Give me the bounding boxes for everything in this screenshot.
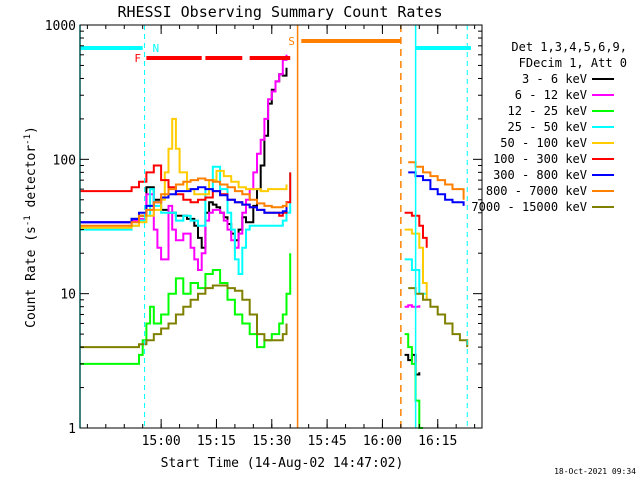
y-axis-label: Count Rate (s-1 detector-1) (23, 126, 39, 328)
series-6-line-b (408, 171, 465, 206)
series-7-line-b (408, 161, 465, 200)
legend-header-line-2: FDecim 1, Att 0 (519, 56, 627, 70)
x-tick-label-5: 16:15 (418, 434, 457, 449)
series-2-line-a (80, 253, 292, 365)
series-3-line-a (80, 165, 292, 275)
legend-label-1: 6 - 12 keV (515, 88, 587, 102)
y-tick-label-1: 10 (60, 288, 76, 303)
chart-title: RHESSI Observing Summary Count Rates (117, 3, 442, 21)
saa-label: S (288, 35, 295, 48)
legend-label-5: 100 - 300 keV (493, 152, 587, 166)
legend-label-4: 50 - 100 keV (500, 136, 587, 150)
series-2-line-b (404, 333, 423, 429)
flare-label: F (134, 52, 141, 65)
x-tick-label-2: 15:30 (252, 434, 291, 449)
legend-header-line-1: Det 1,3,4,5,6,9, (511, 40, 627, 54)
x-tick-label-3: 15:45 (308, 434, 347, 449)
series-4-line-b (404, 228, 428, 300)
series-5-line-b (404, 211, 428, 248)
legend-label-2: 12 - 25 keV (508, 104, 587, 118)
legend-label-8: 7000 - 15000 keV (471, 200, 587, 214)
series-8-line-b (408, 287, 469, 348)
legend-label-7: 800 - 7000 keV (486, 184, 587, 198)
x-tick-label-0: 15:00 (142, 434, 181, 449)
timestamp: 18-Oct-2021 09:34 (554, 467, 636, 476)
series-8-line-a (80, 284, 288, 349)
y-tick-label-2: 100 (53, 153, 76, 168)
x-axis-label: Start Time (14-Aug-02 14:47:02) (161, 456, 404, 471)
y-tick-label-0: 1 (68, 422, 76, 437)
legend-label-6: 300 - 800 keV (493, 168, 587, 182)
series-1-line-a (80, 54, 288, 271)
series-lines (80, 54, 469, 429)
y-tick-label-3: 1000 (45, 19, 76, 34)
axes: 15:00 15:15 15:30 15:45 16:00 16:15 1 10 100 1000 (45, 19, 482, 449)
x-tick-label-4: 16:00 (363, 434, 402, 449)
series-6-line-a (80, 186, 288, 224)
legend-label-3: 25 - 50 keV (508, 120, 587, 134)
x-tick-label-1: 15:15 (197, 434, 236, 449)
series-1-line-b (404, 304, 421, 308)
legend: 3 - 6 keV 6 - 12 keV 12 - 25 keV 25 - 50 ke… (471, 72, 614, 214)
night-label: N (153, 42, 160, 55)
legend-label-0: 3 - 6 keV (522, 72, 587, 86)
series-7-line-a (80, 177, 288, 227)
plot-frame (79, 24, 483, 429)
